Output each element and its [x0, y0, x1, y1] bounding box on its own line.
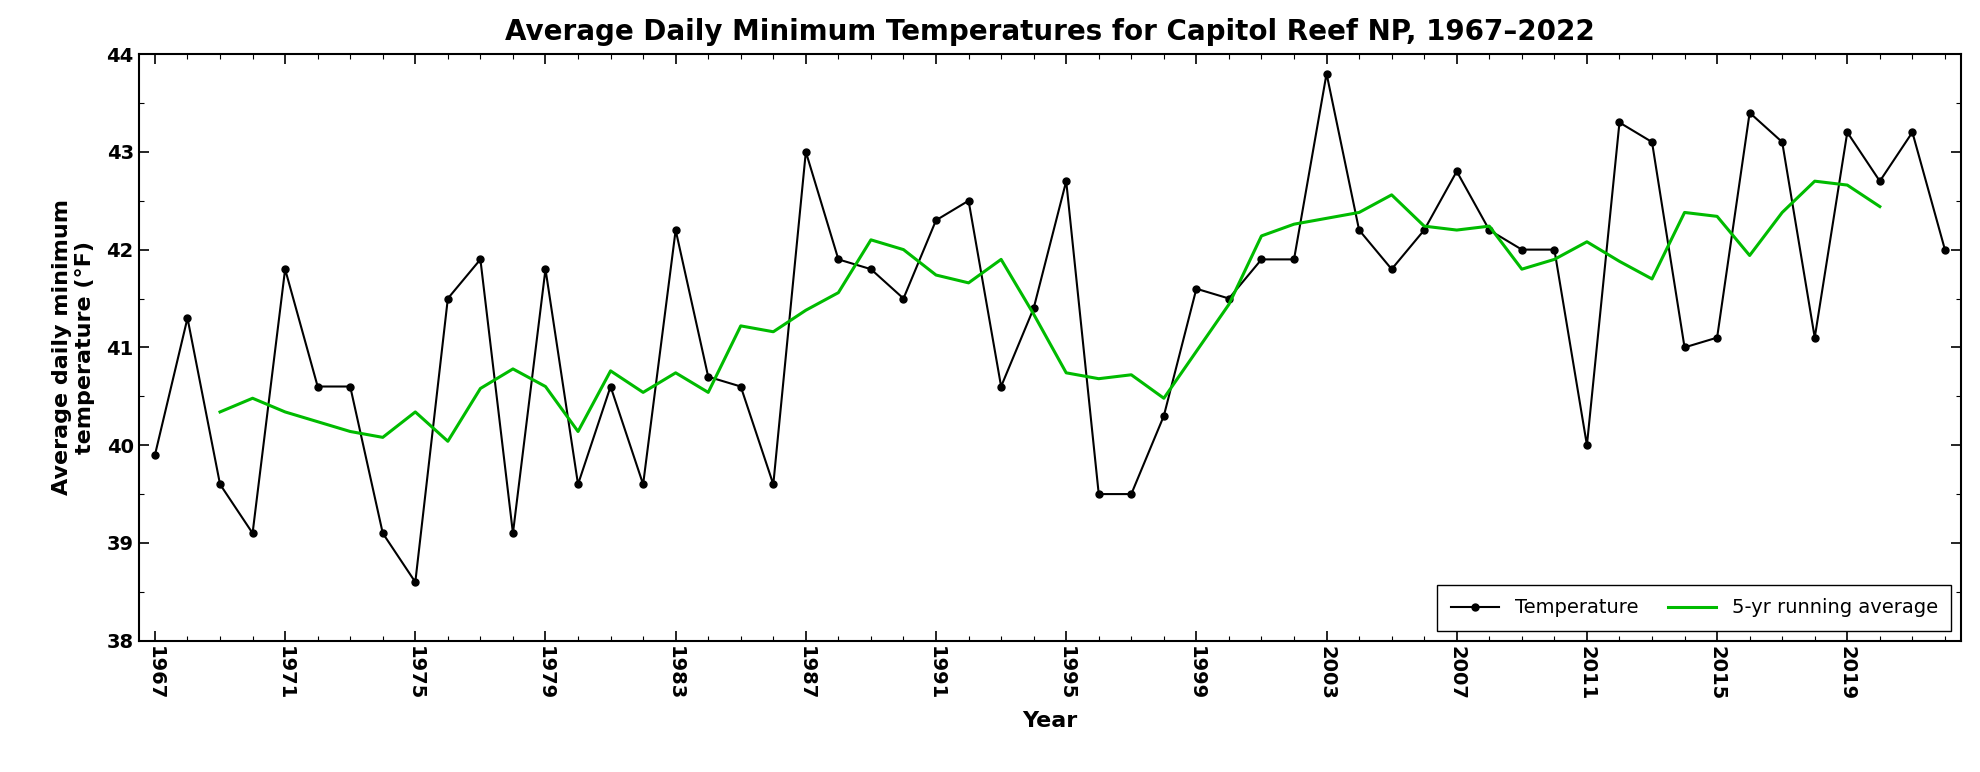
Line: 5-yr running average: 5-yr running average [220, 181, 1879, 442]
Title: Average Daily Minimum Temperatures for Capitol Reef NP, 1967–2022: Average Daily Minimum Temperatures for C… [505, 19, 1594, 46]
Temperature [1574, 441, 1598, 450]
5-yr running average [1119, 370, 1142, 379]
X-axis label: Year: Year [1022, 711, 1077, 731]
Temperature [1315, 69, 1338, 78]
5-yr running average [436, 437, 459, 446]
Temperature [1380, 265, 1404, 274]
Temperature [404, 577, 428, 587]
5-yr running average [208, 408, 232, 417]
5-yr running average [1315, 214, 1338, 223]
Temperature [1281, 255, 1305, 264]
Temperature [826, 255, 849, 264]
Temperature [176, 313, 200, 323]
5-yr running average [1867, 202, 1891, 212]
Line: Temperature: Temperature [150, 70, 1948, 585]
Legend: Temperature, 5-yr running average: Temperature, 5-yr running average [1436, 585, 1950, 631]
5-yr running average [1802, 177, 1826, 186]
Y-axis label: Average daily minimum
temperature (°F): Average daily minimum temperature (°F) [51, 199, 95, 496]
Temperature [1932, 245, 1956, 254]
5-yr running average [339, 427, 362, 436]
5-yr running average [1022, 310, 1045, 319]
5-yr running average [826, 288, 849, 297]
Temperature [143, 450, 166, 459]
5-yr running average [1249, 232, 1273, 241]
Temperature [1184, 284, 1208, 293]
